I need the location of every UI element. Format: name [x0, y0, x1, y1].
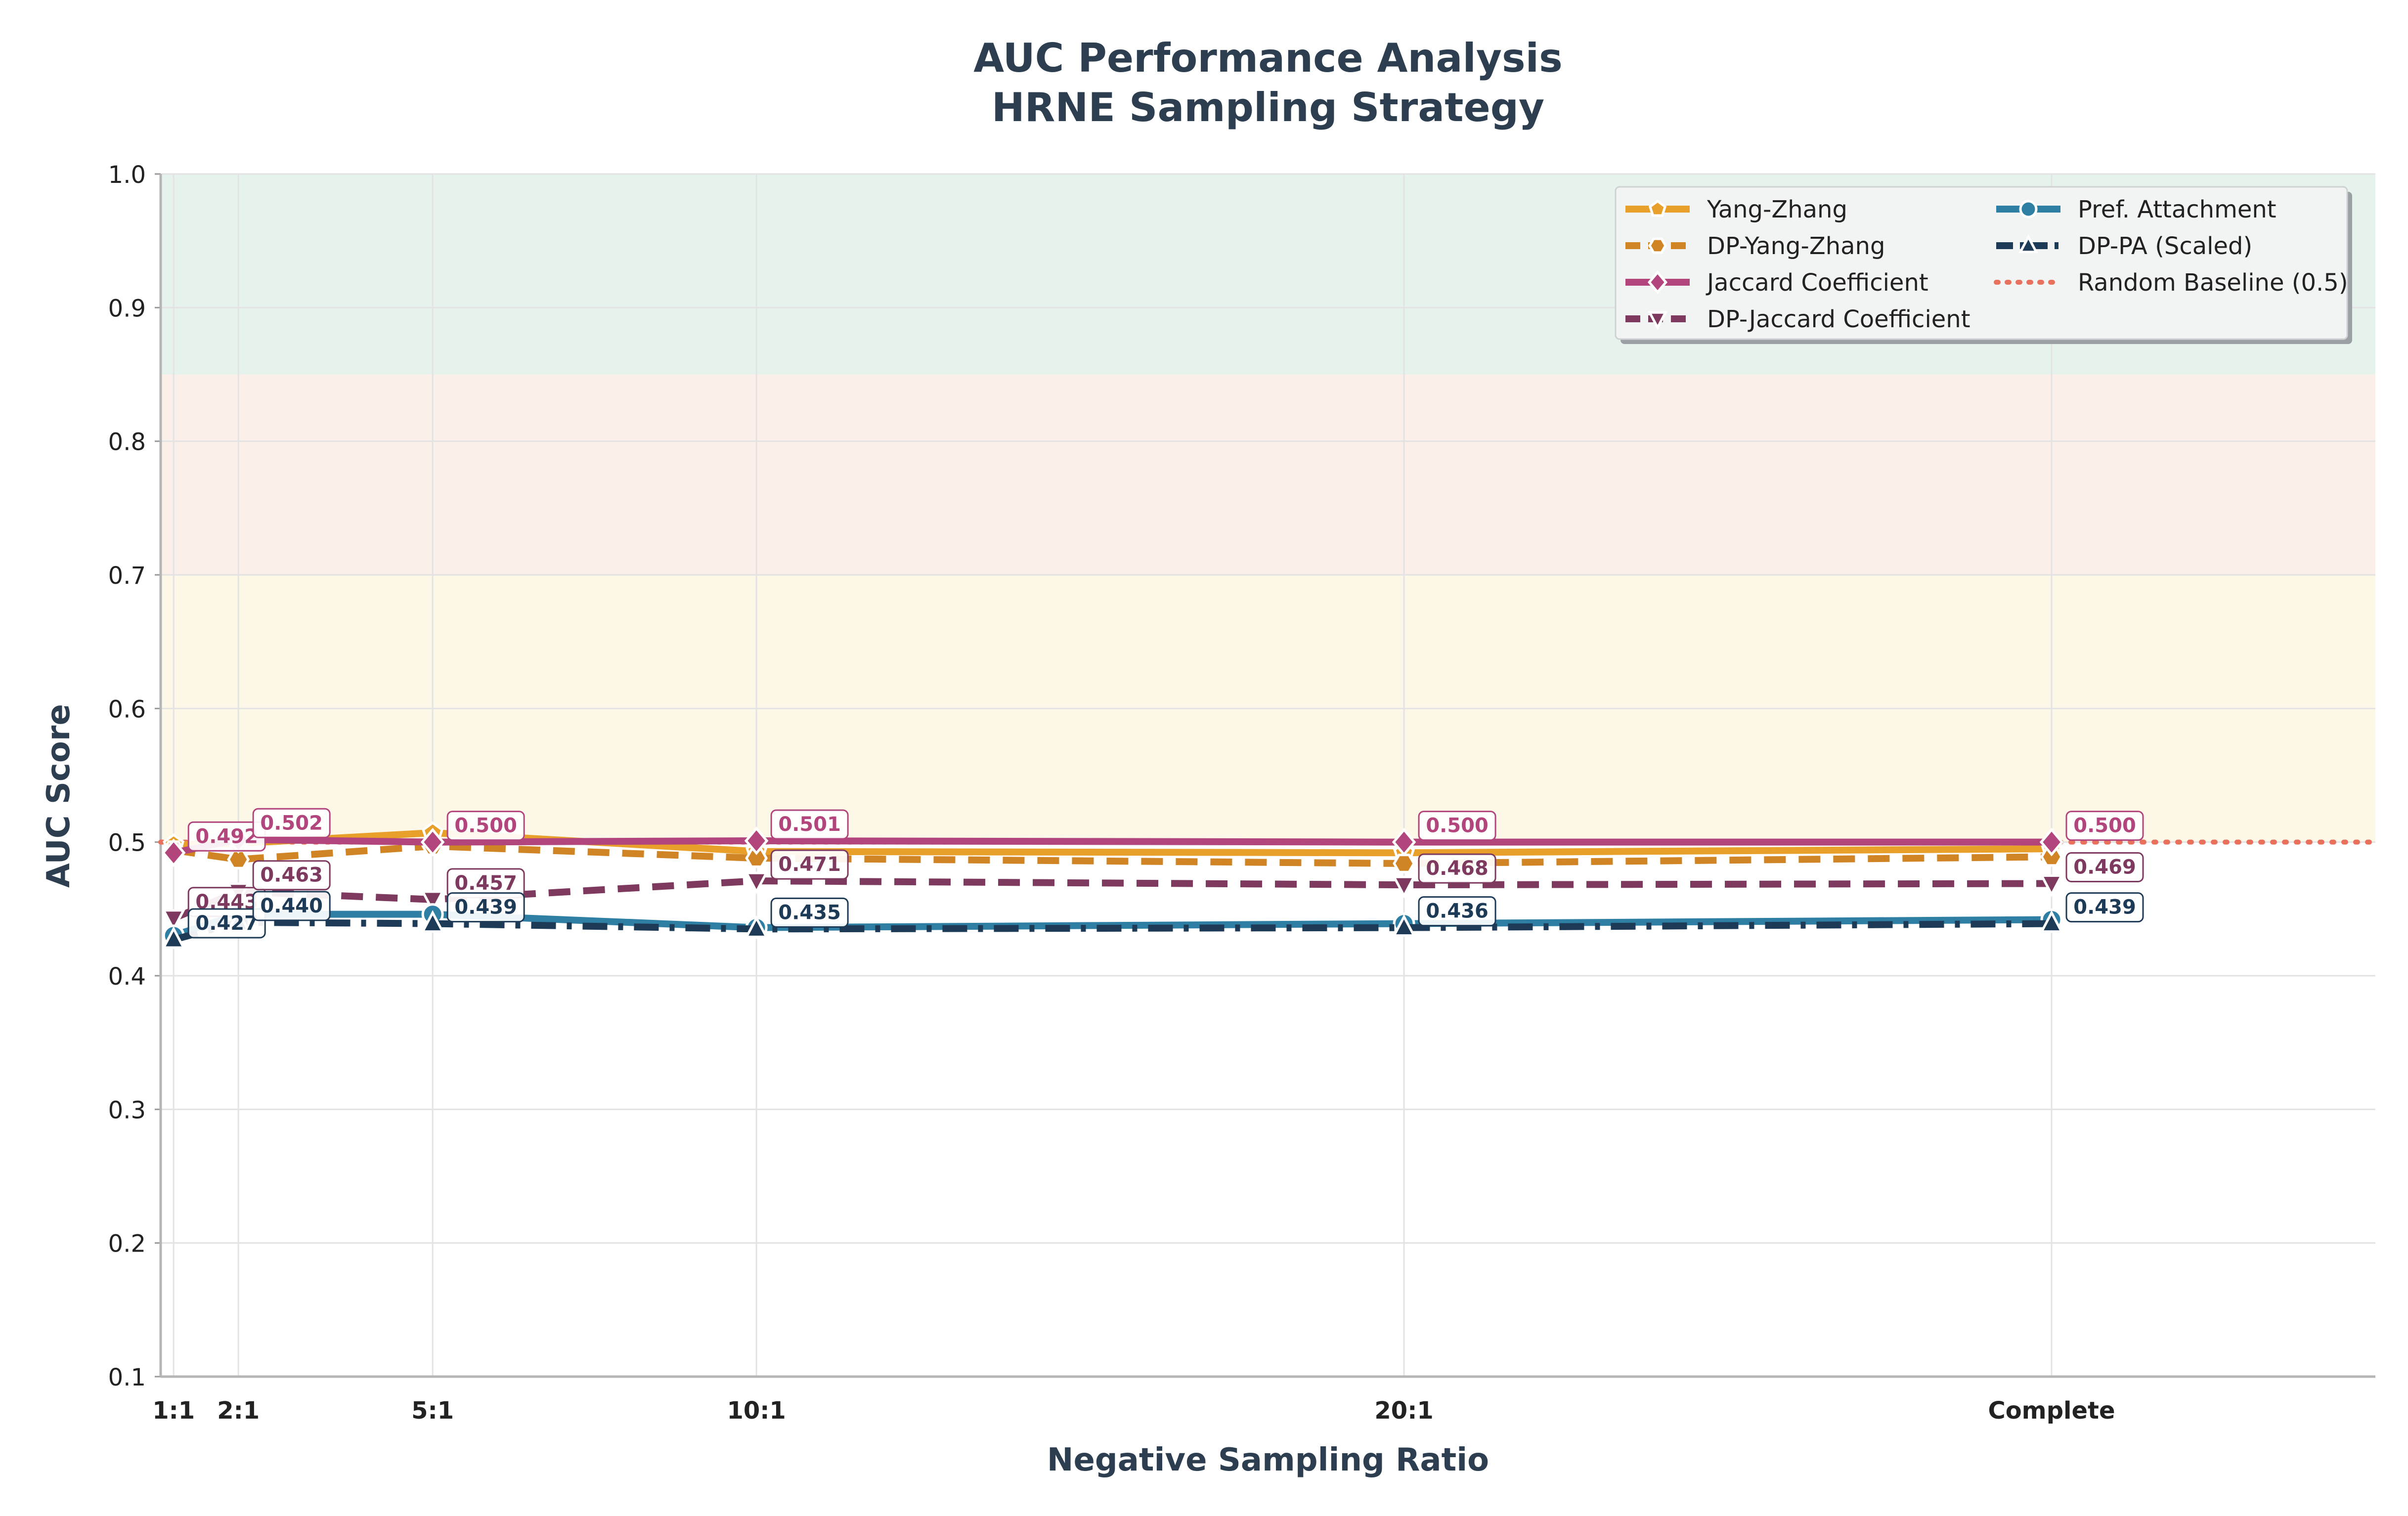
y-tick-label: 0.8	[108, 429, 146, 456]
performance-band-1	[161, 374, 2375, 575]
data-label-box-dp-pa-scaled	[252, 891, 331, 921]
data-label-jaccard-coefficient: 0.502	[260, 812, 323, 834]
y-tick-label: 0.3	[108, 1096, 146, 1124]
data-label-dp-pa-scaled: 0.440	[260, 895, 323, 917]
data-label-box-jaccard-coefficient	[770, 809, 849, 840]
data-label-dp-pa-scaled: 0.439	[2073, 896, 2136, 919]
data-label-box-dp-pa-scaled	[770, 897, 849, 928]
y-tick-label: 1.0	[108, 161, 146, 189]
legend-label-pref-attachment: Pref. Attachment	[2078, 196, 2277, 223]
data-label-dp-jaccard-coefficient: 0.468	[1426, 857, 1489, 880]
y-tick-label: 0.9	[108, 295, 146, 322]
x-tick-label: 20:1	[1374, 1397, 1433, 1425]
legend-label-yang-zhang: Yang-Zhang	[1707, 196, 1847, 223]
data-point-dp-jaccard-coefficient	[162, 909, 186, 932]
data-label-box-dp-jaccard-coefficient	[770, 849, 849, 880]
x-tick-label: Complete	[1988, 1397, 2115, 1425]
legend-label-random-baseline-0-5: Random Baseline (0.5)	[2078, 269, 2348, 297]
x-axis-label: Negative Sampling Ratio	[1047, 1442, 1489, 1478]
data-label-dp-jaccard-coefficient: 0.471	[778, 853, 841, 876]
legend-label-dp-yang-zhang: DP-Yang-Zhang	[1707, 232, 1885, 260]
y-tick-label: 0.2	[108, 1230, 146, 1258]
y-tick-label: 0.6	[108, 695, 146, 723]
data-point-dp-pa-scaled	[2039, 910, 2064, 933]
data-label-box-dp-pa-scaled	[2065, 892, 2144, 923]
data-point-dp-pa-scaled	[421, 910, 445, 933]
data-label-box-dp-pa-scaled	[187, 908, 266, 939]
data-point-dp-jaccard-coefficient	[1392, 875, 1416, 899]
data-point-dp-pa-scaled	[162, 926, 186, 949]
series-line-dp-pa-scaled	[173, 918, 2052, 943]
data-label-box-dp-jaccard-coefficient	[252, 860, 331, 891]
data-point-dp-pa-scaled	[1392, 914, 1416, 937]
data-label-dp-jaccard-coefficient: 0.463	[260, 864, 323, 887]
data-label-dp-jaccard-coefficient: 0.469	[2073, 856, 2136, 878]
data-point-dp-yang-zhang	[745, 848, 768, 868]
series-line-dp-yang-zhang	[173, 842, 2052, 867]
data-point-dp-yang-zhang	[1393, 854, 1415, 873]
x-tick-label: 2:1	[217, 1397, 260, 1425]
legend-marker-dp-yang-zhang	[1648, 237, 1667, 254]
legend-marker-yang-zhang	[1648, 199, 1667, 217]
data-point-dp-pa-scaled	[744, 915, 769, 938]
data-label-jaccard-coefficient: 0.500	[454, 815, 517, 837]
legend-marker-pref-attachment	[2019, 200, 2038, 218]
y-tick-label: 0.5	[108, 829, 146, 857]
legend-label-dp-pa-scaled: DP-PA (Scaled)	[2078, 232, 2252, 260]
data-label-box-dp-pa-scaled	[1418, 896, 1496, 927]
x-tick-label: 5:1	[411, 1397, 454, 1425]
legend-box	[1615, 186, 2348, 340]
legend-label-dp-jaccard-coefficient: DP-Jaccard Coefficient	[1707, 305, 1970, 333]
legend-marker-jaccard-coefficient	[1647, 270, 1668, 294]
data-point-jaccard-coefficient	[420, 827, 445, 857]
data-point-jaccard-coefficient	[161, 838, 186, 867]
data-point-dp-jaccard-coefficient	[2039, 874, 2064, 897]
data-label-jaccard-coefficient: 0.501	[778, 813, 841, 836]
y-tick-label: 0.1	[108, 1364, 146, 1391]
x-tick-label: 10:1	[727, 1397, 786, 1425]
data-point-jaccard-coefficient	[1392, 827, 1416, 857]
y-tick-label: 0.7	[108, 562, 146, 590]
data-label-box-jaccard-coefficient	[446, 811, 525, 841]
legend-label-jaccard-coefficient: Jaccard Coefficient	[1706, 269, 1928, 297]
data-point-dp-jaccard-coefficient	[421, 890, 445, 913]
data-point-jaccard-coefficient	[744, 826, 769, 855]
data-label-box-dp-pa-scaled	[446, 892, 525, 923]
legend-marker-dp-pa-scaled	[2018, 234, 2039, 254]
legend-marker-dp-jaccard-coefficient	[1647, 311, 1668, 330]
data-label-dp-pa-scaled: 0.427	[195, 912, 258, 935]
y-axis-label: AUC Score	[41, 704, 77, 888]
data-point-dp-jaccard-coefficient	[744, 871, 769, 895]
data-label-box-dp-jaccard-coefficient	[1418, 853, 1496, 884]
data-label-jaccard-coefficient: 0.500	[2073, 815, 2136, 837]
data-label-jaccard-coefficient: 0.492	[195, 825, 258, 848]
data-label-jaccard-coefficient: 0.500	[1426, 815, 1489, 837]
x-tick-label: 1:1	[152, 1397, 195, 1425]
data-point-jaccard-coefficient	[2039, 827, 2064, 857]
data-label-dp-pa-scaled: 0.439	[454, 896, 517, 919]
data-label-box-dp-jaccard-coefficient	[2065, 852, 2144, 882]
data-label-box-jaccard-coefficient	[252, 808, 331, 838]
data-label-dp-pa-scaled: 0.436	[1426, 900, 1489, 923]
data-label-box-jaccard-coefficient	[2065, 811, 2144, 841]
data-label-box-jaccard-coefficient	[1418, 811, 1496, 841]
series-line-dp-jaccard-coefficient	[172, 877, 2052, 922]
y-tick-label: 0.4	[108, 963, 146, 991]
data-label-dp-pa-scaled: 0.435	[778, 901, 841, 924]
chart-title: AUC Performance Analysis	[973, 35, 1562, 81]
data-label-dp-jaccard-coefficient: 0.457	[454, 872, 517, 895]
chart-subtitle: HRNE Sampling Strategy	[992, 85, 1544, 130]
